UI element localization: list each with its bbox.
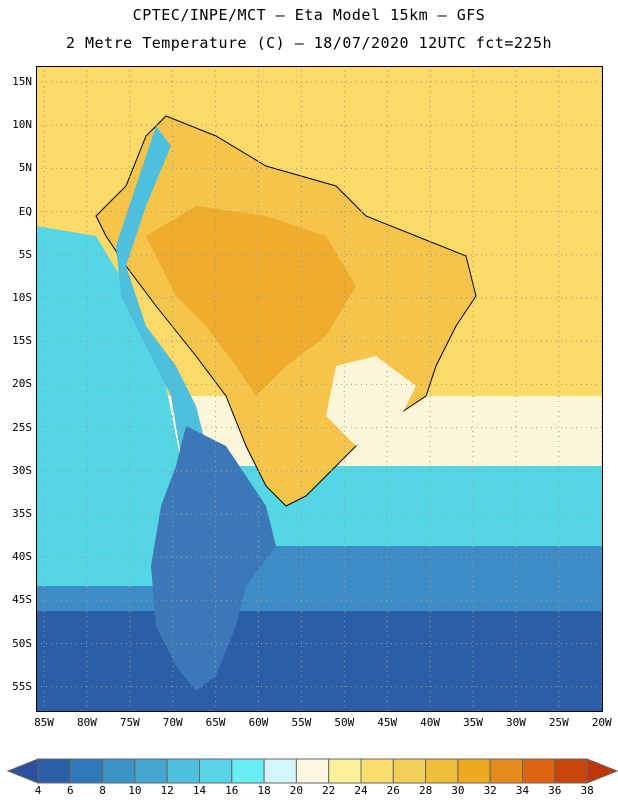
latitude-label: 45S (12, 593, 32, 607)
longitude-label: 50W (334, 716, 355, 729)
longitude-label: 70W (162, 716, 183, 729)
colorbar-high-arrow (586, 758, 618, 784)
colorbar-label: 22 (322, 784, 336, 797)
colorbar-box (37, 758, 71, 784)
colorbar-box (425, 758, 459, 784)
colorbar-label: 34 (515, 784, 530, 797)
longitude-label: 55W (291, 716, 312, 729)
colorbar-label: 18 (257, 784, 271, 797)
latitude-label: 20S (12, 377, 32, 391)
colorbar-low-arrow (6, 758, 39, 784)
colorbar-box (554, 758, 588, 784)
colorbar-box (295, 758, 330, 784)
colorbar-label: 14 (192, 784, 207, 797)
map-border (36, 66, 603, 712)
colorbar-box (134, 758, 168, 784)
southeast-brazil-mild-region (326, 356, 416, 446)
colorbar-label: 20 (289, 784, 304, 797)
colorbar-label: 36 (548, 784, 562, 797)
latitude-label: 15N (12, 75, 32, 88)
longitude-label: 30W (505, 716, 526, 729)
colorbar-label: 4 (34, 784, 42, 797)
colorbar-label: 26 (386, 784, 400, 797)
latitude-label: 40S (12, 550, 32, 564)
colorbar-box (69, 758, 104, 784)
colorbar-label: 12 (160, 784, 174, 797)
latitude-label: 50S (12, 636, 32, 650)
colorbar-box (489, 758, 524, 784)
colorbar-box (392, 758, 427, 784)
colorbar-label: 38 (580, 784, 594, 797)
colorbar-label: 28 (418, 784, 433, 797)
longitude-label: 25W (548, 716, 569, 729)
patagonia-cold-region (151, 426, 276, 691)
amazon-hot-region (146, 206, 356, 396)
temperature-map (36, 66, 603, 712)
longitude-label: 75W (119, 716, 140, 729)
colorbar-box (231, 758, 265, 784)
latitude-label: 30S (12, 463, 32, 477)
latitude-label: 5N (18, 161, 32, 175)
longitude-label: 45W (377, 716, 398, 729)
latitude-label: EQ (18, 204, 32, 218)
pacific-cool-region (36, 226, 186, 586)
colorbar-box (360, 758, 394, 784)
latitude-label: 10N (12, 118, 32, 132)
colorbar-label: 24 (354, 784, 368, 797)
longitude-label: 65W (205, 716, 226, 729)
colorbar-label: 30 (451, 784, 465, 797)
latitude-label: 25S (12, 420, 32, 434)
colorbar-label: 32 (483, 784, 497, 797)
colorbar-boxes (6, 758, 618, 784)
colorbar-box (102, 758, 136, 784)
colorbar-label: 16 (225, 784, 239, 797)
longitude-label: 40W (420, 716, 441, 729)
longitude-label: 85W (34, 716, 54, 729)
colorbar-label: 10 (128, 784, 142, 797)
andes-cool-strip (116, 126, 206, 526)
colorbar-box (263, 758, 297, 784)
latitude-label: 15S (12, 334, 32, 348)
colorbar-label: 6 (66, 784, 74, 797)
longitude-label: 20W (591, 716, 612, 729)
map-title: CPTEC/INPE/MCT – Eta Model 15km – GFS (132, 6, 486, 24)
latitude-label: 10S (12, 291, 32, 304)
longitude-label: 80W (76, 716, 97, 729)
colorbar-box (457, 758, 491, 784)
longitude-label: 60W (248, 716, 269, 729)
latitude-label: 35S (12, 507, 32, 520)
colorbar-box (522, 758, 556, 784)
colorbar-box (199, 758, 233, 784)
colorbar (6, 758, 618, 784)
latitude-label: 5S (18, 247, 32, 261)
colorbar-box (166, 758, 200, 784)
colorbar-box (328, 758, 362, 784)
longitude-label: 35W (463, 716, 483, 729)
latitude-label: 55S (12, 679, 32, 693)
ocean-far-south (36, 611, 603, 712)
colorbar-label: 8 (99, 784, 106, 797)
map-subtitle: 2 Metre Temperature (C) – 18/07/2020 12U… (65, 34, 553, 52)
